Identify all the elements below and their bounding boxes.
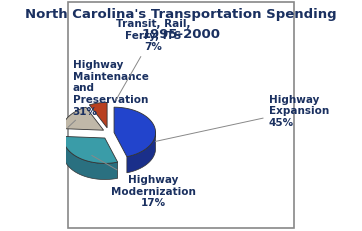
Text: Highway
Expansion
45%: Highway Expansion 45% [155, 94, 329, 142]
Polygon shape [89, 103, 107, 128]
Text: Highway
Modernization
17%: Highway Modernization 17% [92, 156, 196, 207]
Polygon shape [62, 108, 104, 131]
Text: Transit, Rail,
Ferry, ITS
7%: Transit, Rail, Ferry, ITS 7% [116, 19, 190, 101]
Polygon shape [114, 108, 156, 157]
Text: 1995-2000: 1995-2000 [142, 28, 220, 41]
Text: Highway
Maintenance
and
Preservation
31%: Highway Maintenance and Preservation 31% [68, 60, 148, 128]
Text: North Carolina's Transportation Spending: North Carolina's Transportation Spending [25, 8, 337, 21]
Polygon shape [63, 137, 118, 164]
Polygon shape [63, 138, 118, 180]
Polygon shape [127, 132, 156, 173]
